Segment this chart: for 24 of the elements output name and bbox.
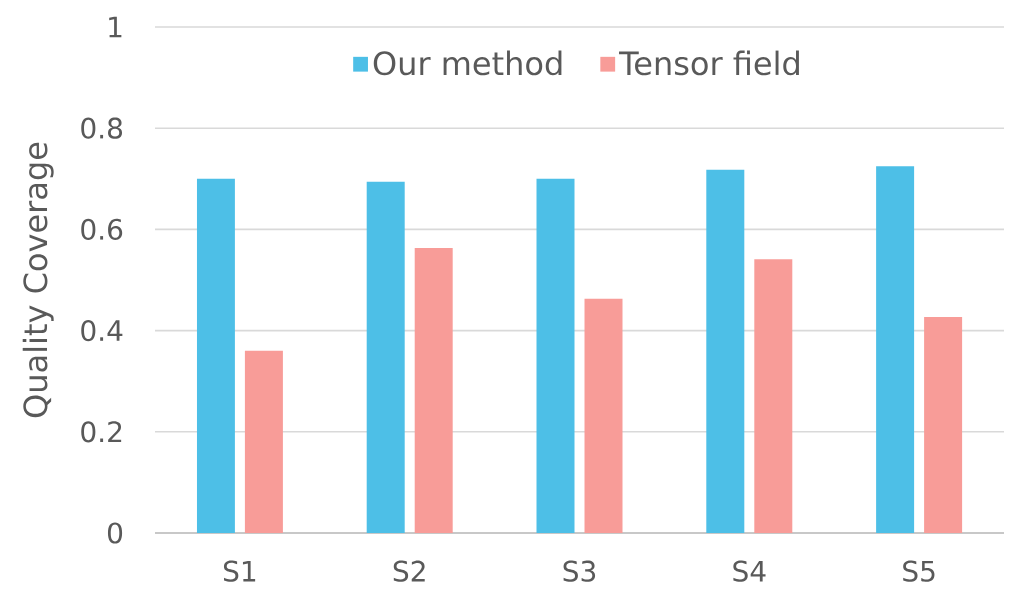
bar	[536, 178, 575, 533]
y-tick-label: 0	[107, 522, 123, 544]
x-tick-label: S4	[733, 560, 766, 582]
y-tick-label: 0.2	[81, 421, 122, 443]
x-tick-label: S1	[223, 560, 256, 582]
legend-label: Our method	[373, 50, 562, 76]
legend-label: Tensor field	[619, 50, 799, 76]
y-axis-title: Quality Coverage	[22, 142, 54, 418]
bar	[366, 181, 405, 533]
y-tick-label: 0.4	[81, 319, 123, 342]
bar	[754, 259, 793, 533]
y-tick-label: 1	[109, 16, 122, 38]
y-tick-label: 0.6	[81, 218, 123, 240]
bar	[584, 298, 623, 533]
x-tick-label: S3	[563, 560, 596, 582]
bar	[924, 316, 963, 533]
x-tick-label: S2	[393, 560, 425, 582]
y-tick-label: 0.8	[81, 117, 123, 139]
bar	[414, 248, 453, 533]
x-tick-label: S5	[903, 560, 935, 582]
bar	[196, 178, 235, 533]
bar	[876, 166, 915, 533]
bar	[706, 169, 745, 533]
bar	[244, 350, 283, 533]
